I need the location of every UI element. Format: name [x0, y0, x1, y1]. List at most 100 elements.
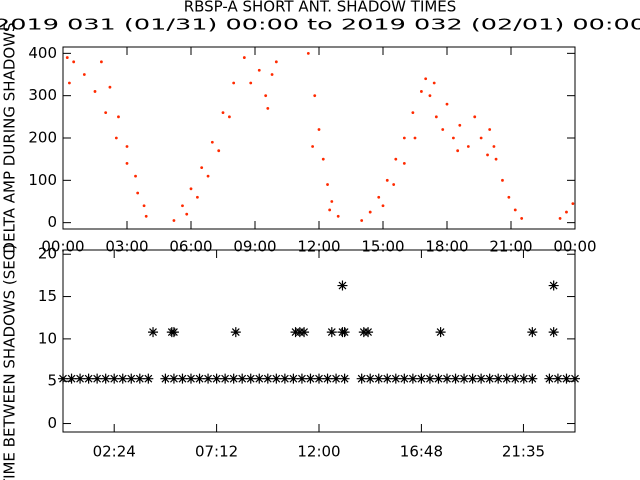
point	[220, 373, 231, 384]
point	[363, 327, 374, 338]
y-tick-label: 10	[38, 329, 57, 347]
point	[402, 136, 406, 140]
point	[402, 161, 406, 165]
point	[432, 81, 436, 85]
point	[571, 202, 575, 206]
point	[368, 210, 372, 214]
point	[108, 85, 112, 89]
y-tick-label: 15	[38, 287, 57, 305]
point	[254, 373, 265, 384]
point	[299, 327, 310, 338]
data-points	[58, 280, 580, 384]
point	[466, 145, 470, 148]
point	[428, 94, 432, 98]
point	[442, 373, 452, 384]
point	[196, 195, 199, 199]
point	[136, 191, 140, 195]
point	[476, 373, 487, 384]
x-tick-label: 00:00	[553, 238, 596, 256]
point	[445, 102, 449, 106]
point	[394, 157, 398, 161]
point	[230, 327, 241, 338]
point	[356, 373, 367, 384]
point	[313, 94, 317, 98]
point	[266, 106, 270, 110]
point	[416, 373, 427, 384]
point	[109, 373, 120, 384]
point	[570, 373, 580, 384]
point	[228, 373, 239, 384]
point	[328, 208, 332, 212]
data-points	[65, 51, 575, 222]
point	[326, 327, 337, 338]
point	[117, 115, 120, 119]
point	[377, 195, 381, 199]
plot-frame	[62, 46, 576, 230]
point	[339, 327, 350, 338]
point	[561, 373, 572, 384]
point	[194, 373, 205, 384]
point	[441, 128, 445, 131]
point	[520, 217, 524, 220]
point	[68, 81, 71, 85]
x-tick-label: 21:35	[502, 443, 545, 461]
x-tick-label: 00:00	[41, 238, 84, 256]
point	[206, 174, 210, 178]
point	[232, 81, 236, 85]
point	[296, 373, 307, 384]
point	[264, 94, 268, 98]
point	[66, 373, 77, 384]
point	[473, 115, 477, 119]
point	[189, 187, 193, 191]
point	[330, 200, 334, 203]
point	[493, 373, 504, 384]
point	[168, 373, 179, 384]
point	[270, 73, 274, 76]
point	[552, 373, 563, 384]
point	[92, 373, 103, 384]
point	[160, 373, 171, 384]
y-tick-label: 0	[47, 213, 57, 231]
y-tick-label: 100	[28, 171, 57, 189]
point	[373, 373, 384, 384]
point	[484, 373, 495, 384]
point	[435, 327, 446, 338]
point	[93, 90, 97, 93]
point	[317, 128, 321, 131]
point	[360, 219, 364, 222]
point	[548, 280, 559, 291]
point	[274, 60, 278, 64]
point	[390, 373, 401, 384]
point	[211, 373, 222, 384]
point	[242, 56, 246, 59]
point	[100, 60, 103, 64]
point	[305, 373, 316, 384]
point	[510, 373, 521, 384]
point	[544, 373, 555, 384]
x-tick-label: 12:00	[297, 443, 340, 461]
point	[257, 68, 261, 72]
y-axis-label: TIME BETWEEN SHADOWS (SEC)	[1, 244, 19, 480]
point	[326, 183, 329, 186]
chart-title: RBSP-A SHORT ANT. SHADOW TIMES	[184, 0, 457, 16]
point	[83, 373, 94, 384]
point	[488, 128, 492, 131]
point	[185, 212, 189, 216]
x-tick-label: 07:12	[195, 443, 238, 461]
y-tick-label: 5	[47, 372, 57, 390]
point	[114, 136, 118, 140]
point	[467, 373, 478, 384]
point	[492, 145, 496, 148]
point	[381, 204, 385, 208]
point	[424, 373, 435, 384]
point	[72, 60, 76, 64]
point	[322, 373, 333, 384]
point	[494, 157, 498, 161]
point	[479, 136, 483, 140]
point	[126, 373, 137, 384]
x-tick-label: 09:00	[233, 238, 276, 256]
x-tick-label: 06:00	[169, 238, 212, 256]
point	[134, 174, 137, 178]
point	[217, 149, 221, 153]
point	[306, 51, 310, 55]
